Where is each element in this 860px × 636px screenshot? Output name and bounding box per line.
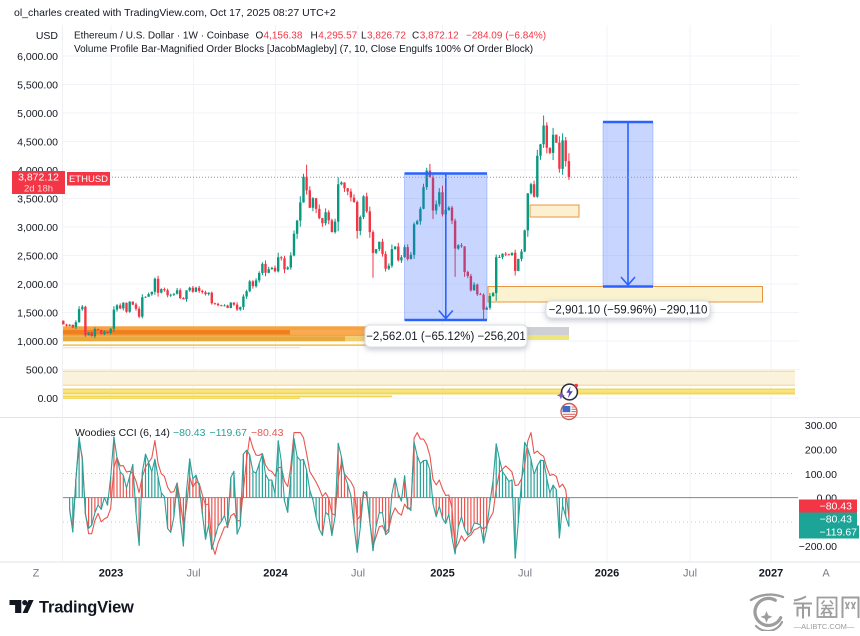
svg-text:4,156.38: 4,156.38 bbox=[264, 31, 303, 42]
svg-text:3,000.00: 3,000.00 bbox=[17, 222, 58, 234]
svg-text:3,500.00: 3,500.00 bbox=[17, 193, 58, 205]
svg-text:−284.09 (−6.84%): −284.09 (−6.84%) bbox=[466, 31, 546, 42]
svg-text:—ALIBTC.COM—: —ALIBTC.COM— bbox=[794, 622, 855, 631]
svg-text:4,295.57: 4,295.57 bbox=[318, 31, 357, 42]
svg-text:Woodies CCI (6, 14): Woodies CCI (6, 14) bbox=[75, 427, 170, 439]
svg-text:2024: 2024 bbox=[263, 568, 288, 580]
svg-text:−119.67: −119.67 bbox=[210, 427, 248, 439]
svg-text:1,000.00: 1,000.00 bbox=[17, 336, 58, 348]
svg-text:−2,901.10 (−59.96%) −290,110: −2,901.10 (−59.96%) −290,110 bbox=[549, 305, 708, 317]
svg-text:5,000.00: 5,000.00 bbox=[17, 108, 58, 120]
svg-text:−80.43: −80.43 bbox=[820, 501, 853, 513]
svg-text:4,500.00: 4,500.00 bbox=[17, 136, 58, 148]
svg-text:1,500.00: 1,500.00 bbox=[17, 307, 58, 319]
svg-text:6,000.00: 6,000.00 bbox=[17, 51, 58, 63]
svg-text:−80.43: −80.43 bbox=[173, 427, 206, 439]
svg-text:H: H bbox=[311, 31, 318, 42]
svg-text:A: A bbox=[822, 568, 830, 580]
svg-text:5,500.00: 5,500.00 bbox=[17, 79, 58, 91]
svg-text:2,000.00: 2,000.00 bbox=[17, 279, 58, 291]
svg-text:2,500.00: 2,500.00 bbox=[17, 250, 58, 262]
svg-text:ol_charles created with Tradin: ol_charles created with TradingView.com,… bbox=[14, 7, 336, 19]
svg-text:Jul: Jul bbox=[683, 568, 697, 580]
svg-text:−80.43: −80.43 bbox=[820, 514, 853, 526]
svg-text:3,826.72: 3,826.72 bbox=[367, 31, 406, 42]
svg-text:Jul: Jul bbox=[186, 568, 200, 580]
svg-text:Z: Z bbox=[33, 568, 40, 580]
svg-text:2027: 2027 bbox=[759, 568, 783, 580]
svg-text:−200.00: −200.00 bbox=[799, 541, 837, 553]
svg-text:Volume Profile Bar-Magnified O: Volume Profile Bar-Magnified Order Block… bbox=[74, 44, 533, 55]
svg-text:300.00: 300.00 bbox=[805, 420, 837, 432]
svg-text:Jul: Jul bbox=[351, 568, 365, 580]
svg-text:0.00: 0.00 bbox=[38, 393, 59, 405]
svg-text:−80.43: −80.43 bbox=[251, 427, 284, 439]
svg-text:2025: 2025 bbox=[430, 568, 454, 580]
svg-text:O: O bbox=[256, 31, 264, 42]
svg-text:TradingView: TradingView bbox=[39, 599, 134, 617]
svg-text:500.00: 500.00 bbox=[26, 364, 58, 376]
svg-text:−119.67: −119.67 bbox=[820, 527, 858, 539]
svg-text:−2,562.01 (−65.12%) −256,201: −2,562.01 (−65.12%) −256,201 bbox=[366, 331, 526, 343]
svg-text:L: L bbox=[361, 31, 367, 42]
svg-text:C: C bbox=[412, 31, 419, 42]
svg-text:Ethereum / U.S. Dollar · 1W ·: Ethereum / U.S. Dollar · 1W · Coinbase bbox=[74, 31, 249, 42]
svg-text:200.00: 200.00 bbox=[805, 444, 837, 456]
svg-text:2026: 2026 bbox=[595, 568, 619, 580]
svg-text:2023: 2023 bbox=[99, 568, 123, 580]
svg-text:3,872.12: 3,872.12 bbox=[18, 172, 59, 184]
svg-text:2d 18h: 2d 18h bbox=[24, 184, 53, 195]
svg-text:100.00: 100.00 bbox=[805, 469, 837, 481]
svg-text:ETHUSD: ETHUSD bbox=[69, 174, 108, 185]
svg-text:Jul: Jul bbox=[518, 568, 532, 580]
svg-text:3,872.12: 3,872.12 bbox=[420, 31, 459, 42]
svg-text:USD: USD bbox=[36, 30, 59, 42]
